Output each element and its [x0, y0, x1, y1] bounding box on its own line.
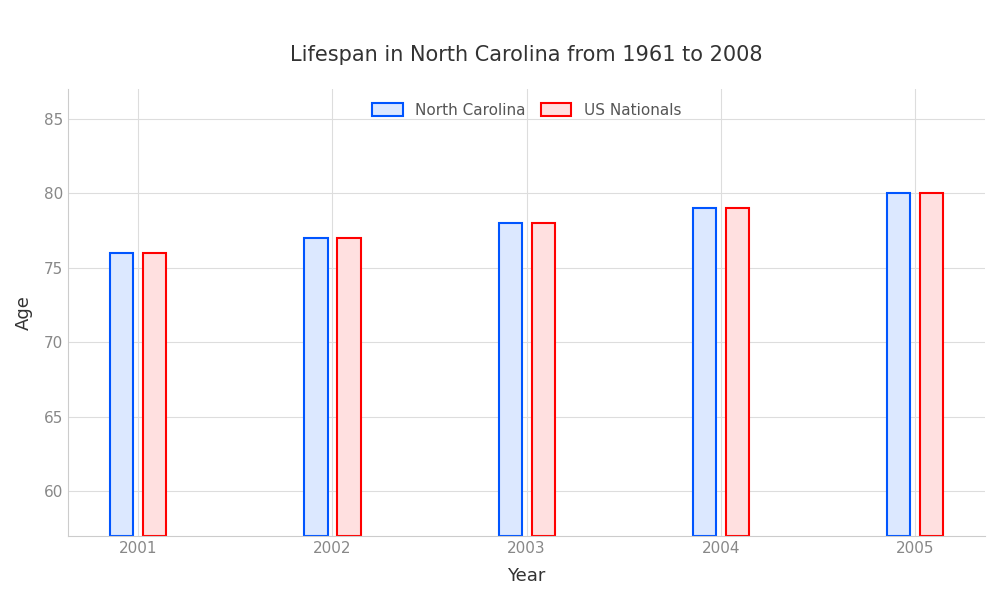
Bar [337, 238, 361, 536]
Title: Lifespan in North Carolina from 1961 to 2008: Lifespan in North Carolina from 1961 to … [290, 45, 763, 65]
Bar [920, 193, 943, 536]
Bar [110, 253, 133, 536]
Bar [887, 193, 910, 536]
Y-axis label: Age: Age [15, 295, 33, 330]
Bar [532, 223, 555, 536]
X-axis label: Year: Year [507, 567, 546, 585]
Bar [499, 223, 522, 536]
Legend: North Carolina, US Nationals: North Carolina, US Nationals [366, 97, 687, 124]
Bar [726, 208, 749, 536]
Bar [143, 253, 166, 536]
Bar [304, 238, 328, 536]
Bar [693, 208, 716, 536]
